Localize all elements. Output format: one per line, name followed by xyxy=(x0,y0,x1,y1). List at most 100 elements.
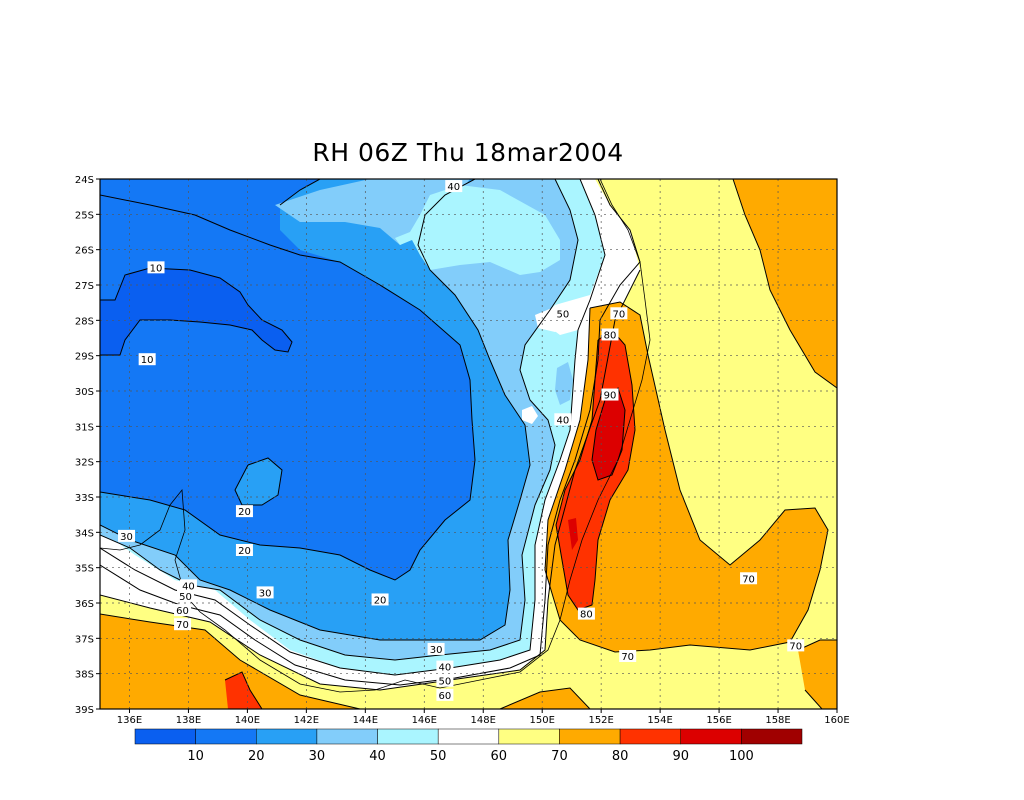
lon-tick-label: 154E xyxy=(647,715,672,726)
lat-tick-label: 29S xyxy=(75,352,94,363)
contour-label-bg xyxy=(740,572,758,585)
contour-label-bg xyxy=(427,642,445,655)
colorbar-swatch xyxy=(316,728,378,745)
lon-tick-label: 152E xyxy=(588,715,613,726)
band-90-100 xyxy=(592,388,625,480)
lon-tick-label: 146E xyxy=(412,715,437,726)
lat-tick-label: 38S xyxy=(75,670,94,681)
coastline xyxy=(100,179,651,693)
contour-label: 30 xyxy=(430,645,443,656)
contour-label-bg xyxy=(118,529,136,542)
contour-label-bg xyxy=(174,604,192,617)
lon-tick-label: 136E xyxy=(117,715,142,726)
contour-label: 10 xyxy=(150,263,163,274)
band-0-10 xyxy=(100,268,292,355)
lon-tick-label: 138E xyxy=(176,715,201,726)
contour-label: 70 xyxy=(176,620,189,631)
colorbar: 10 20 30 40 50 60 70 80 90 100 xyxy=(134,728,803,764)
contour-label-bg xyxy=(436,660,454,673)
band-40-50-north xyxy=(395,185,560,275)
contour-label-bg xyxy=(176,589,194,602)
contour-label: 70 xyxy=(742,574,755,585)
contour-label-bg xyxy=(445,180,463,193)
lon-tick-label: 150E xyxy=(529,715,554,726)
band-20-30-blob xyxy=(235,458,282,505)
lat-tick-label: 30S xyxy=(75,387,94,398)
contour-label: 40 xyxy=(447,182,460,193)
colorbar-label: 90 xyxy=(672,749,689,764)
contour-label: 80 xyxy=(604,330,617,341)
lat-tick-label: 24S xyxy=(75,175,94,186)
colorbar-swatch xyxy=(134,728,196,745)
lat-tick-label: 33S xyxy=(75,493,94,504)
contour-label: 20 xyxy=(238,507,251,518)
colorbar-swatch xyxy=(680,728,742,745)
colorbar-label: 50 xyxy=(430,749,447,764)
colorbar-label: 100 xyxy=(729,749,754,764)
contour-label: 30 xyxy=(259,588,272,599)
pocket-50-60-2 xyxy=(522,406,538,424)
contour-label: 80 xyxy=(580,610,593,621)
contour-label-bg xyxy=(235,505,253,518)
contour-label-bg xyxy=(256,586,274,599)
colorbar-label: 60 xyxy=(491,749,508,764)
contour-label-bg xyxy=(610,307,628,320)
band-80-90-south xyxy=(225,672,262,709)
colorbar-label: 40 xyxy=(369,749,386,764)
lon-tick-label: 142E xyxy=(294,715,319,726)
colorbar-swatch xyxy=(559,728,621,745)
contour-label: 10 xyxy=(141,355,154,366)
contour-label-bg xyxy=(554,413,572,426)
grid-lines xyxy=(100,179,837,709)
lat-tick-label: 37S xyxy=(75,634,94,645)
contour-label-bg xyxy=(147,261,165,274)
contour-label: 60 xyxy=(176,606,189,617)
contour-label-bg xyxy=(371,593,389,606)
contour-label: 70 xyxy=(612,309,625,320)
lon-tick-label: 160E xyxy=(824,715,849,726)
colorbar-label: 10 xyxy=(187,749,204,764)
contour-label-bg xyxy=(138,353,156,366)
lon-tick-label: 148E xyxy=(471,715,496,726)
contour-label: 90 xyxy=(604,391,617,402)
lat-tick-label: 28S xyxy=(75,316,94,327)
lat-tick-label: 39S xyxy=(75,705,94,716)
band-90-100-south xyxy=(568,518,578,550)
colorbar-swatch xyxy=(619,728,681,745)
lat-tick-label: 36S xyxy=(75,599,94,610)
band-70-80-ne xyxy=(733,179,837,388)
pocket-30-40 xyxy=(555,362,573,405)
contour-label-bg xyxy=(601,328,619,341)
band-70-80-east xyxy=(798,640,837,709)
lon-tick-label: 156E xyxy=(706,715,731,726)
lat-tick-label: 31S xyxy=(75,422,94,433)
contour-label-bg xyxy=(601,388,619,401)
contour-label-bg xyxy=(179,579,197,592)
colorbar-swatch xyxy=(195,728,257,745)
colorbar-label: 20 xyxy=(248,749,265,764)
contour-label-bg xyxy=(787,639,805,652)
contour-label: 50 xyxy=(179,592,192,603)
colorbar-label: 70 xyxy=(551,749,568,764)
contour-label-bg xyxy=(436,674,454,687)
colorbar-swatch xyxy=(256,728,318,745)
filled-contours xyxy=(100,179,837,709)
contour-label-bg xyxy=(554,307,572,320)
chart-title: RH 06Z Thu 18mar2004 xyxy=(312,138,624,167)
contour-label-bg xyxy=(174,618,192,631)
contour-label: 20 xyxy=(238,546,251,557)
plot-frame xyxy=(99,178,838,710)
contour-lines xyxy=(100,179,837,709)
contour-label: 40 xyxy=(556,415,569,426)
colorbar-label: 80 xyxy=(612,749,629,764)
contour-label-bg xyxy=(619,650,637,662)
contour-label: 70 xyxy=(789,641,802,652)
contour-label: 70 xyxy=(621,652,634,663)
contour-label: 60 xyxy=(439,691,452,702)
contour-label: 50 xyxy=(556,309,569,320)
contour-label: 20 xyxy=(374,595,387,606)
lat-tick-label: 25S xyxy=(75,210,94,221)
contour-label-bg xyxy=(235,544,253,556)
